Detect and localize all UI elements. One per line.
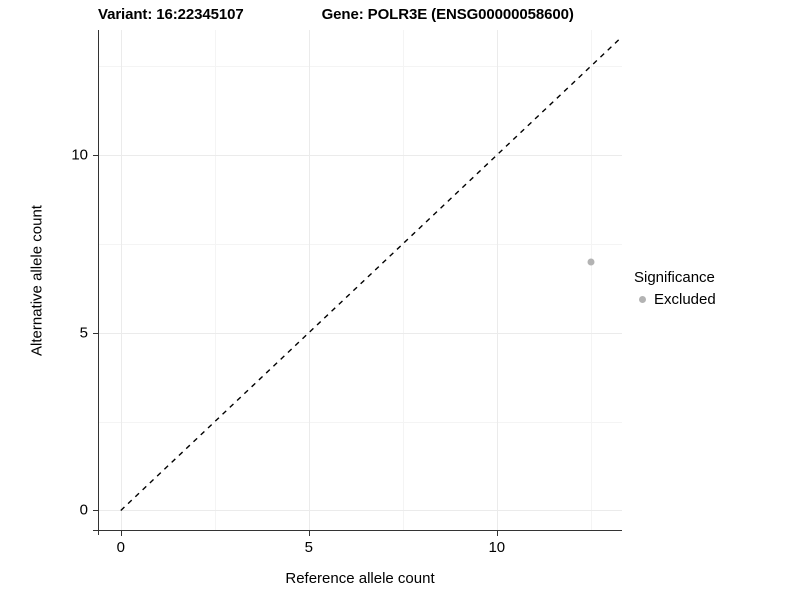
- data-point[interactable]: [587, 258, 595, 266]
- plot-title: Variant: 16:22345107 Gene: POLR3E (ENSG0…: [98, 2, 728, 26]
- legend-item-label: Excluded: [654, 291, 716, 308]
- plot-panel: [99, 30, 622, 530]
- legend-items: Excluded: [634, 290, 794, 309]
- y-axis-tick-label: 0: [79, 501, 88, 519]
- gridline-y-minor: [99, 66, 622, 68]
- y-axis-tick: [93, 510, 98, 512]
- y-axis-tick-label: 10: [71, 146, 88, 164]
- y-axis-tick: [93, 155, 98, 157]
- gridline-y-major: [99, 332, 622, 334]
- x-axis-tick-label: 10: [488, 539, 506, 556]
- gridline-x-major: [496, 30, 498, 530]
- x-axis-tick-label: 0: [116, 539, 125, 556]
- gridline-y-minor: [99, 243, 622, 245]
- identity-line: [120, 36, 622, 511]
- x-axis-label: Reference allele count: [285, 570, 435, 587]
- gridline-y-minor: [99, 421, 622, 423]
- gridline-x-minor: [214, 30, 216, 530]
- gridline-x-minor: [402, 30, 404, 530]
- y-axis-label: Alternative allele count: [28, 205, 46, 356]
- x-axis-tick: [308, 531, 310, 536]
- y-axis-tick-label: 5: [79, 324, 88, 342]
- gridline-x-minor: [590, 30, 592, 530]
- legend: Significance Excluded: [634, 268, 794, 309]
- x-axis-line: [93, 530, 622, 532]
- legend-title: Significance: [634, 269, 715, 286]
- legend-dot-icon: [639, 296, 646, 303]
- gridline-y-major: [99, 155, 622, 157]
- variant-title: Variant: 16:22345107: [98, 5, 244, 23]
- y-axis-line: [98, 30, 100, 535]
- gridline-y-major: [99, 510, 622, 512]
- legend-key: [634, 291, 651, 308]
- gene-title: Gene: POLR3E (ENSG00000058600): [321, 5, 574, 23]
- legend-item[interactable]: Excluded: [634, 290, 794, 309]
- gridline-x-major: [120, 30, 122, 530]
- gridline-x-major: [308, 30, 310, 530]
- x-axis-tick-label: 5: [304, 539, 313, 556]
- x-axis-tick: [496, 531, 498, 536]
- x-axis-tick: [120, 531, 122, 536]
- y-axis-tick: [93, 332, 98, 334]
